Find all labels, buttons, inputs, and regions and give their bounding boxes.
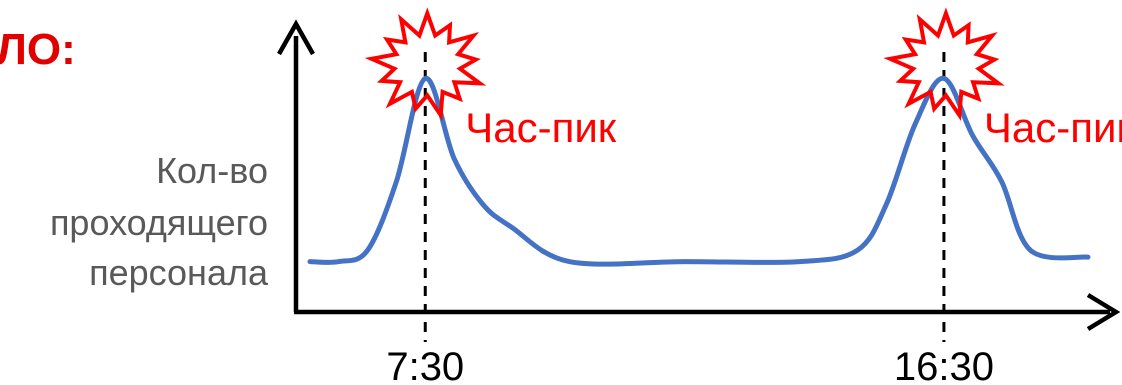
burst-marker-1 [364, 7, 487, 122]
series-line-1 [307, 75, 1091, 267]
y-axis-label-line-2: проходящего [50, 202, 268, 243]
burst-marker-2 [883, 7, 1005, 121]
y-axis-label-line-1: Кол-во [156, 150, 268, 191]
y-axis-label-line-3: персонала [89, 252, 269, 293]
axes [277, 19, 1121, 331]
x-axis-arrowhead [1086, 293, 1121, 331]
annotation-label-2: Час-пик [984, 104, 1122, 151]
x-tick-label-2: 16:30 [894, 345, 994, 385]
heading-text: ЛО: [0, 25, 76, 74]
x-tick-label-1: 7:30 [386, 345, 464, 385]
y-axis-arrowhead [277, 19, 315, 56]
y-axis-label: Кол-во проходящего персонала [50, 150, 269, 293]
annotation-label-1: Час-пик [465, 104, 617, 151]
